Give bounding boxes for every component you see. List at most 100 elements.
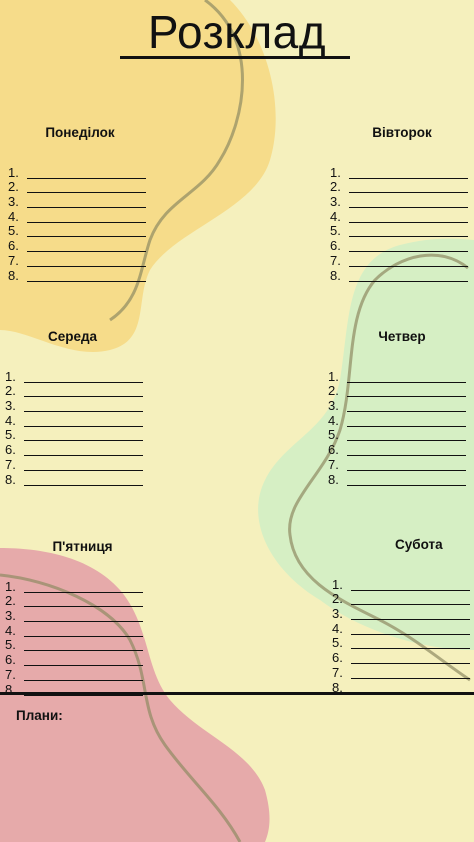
slot-row[interactable]: 3. — [5, 607, 143, 623]
slot-row[interactable]: 4. — [330, 208, 468, 223]
green-blob — [258, 238, 474, 650]
slot-row[interactable]: 2. — [5, 383, 143, 398]
slot-row[interactable]: 2. — [332, 591, 470, 606]
slot-number: 2. — [5, 593, 16, 609]
slot-line — [24, 372, 143, 383]
day-name: Субота — [395, 537, 443, 552]
slot-row[interactable]: 6. — [5, 651, 143, 667]
slot-row[interactable]: 4. — [5, 412, 143, 427]
slot-number: 7. — [328, 456, 339, 472]
slot-row[interactable]: 6. — [5, 441, 143, 457]
slot-line — [351, 624, 470, 635]
slot-line — [349, 256, 468, 267]
slot-line — [349, 212, 468, 223]
slot-line — [349, 182, 468, 194]
slot-line — [349, 197, 468, 209]
slot-row[interactable]: 5. — [5, 427, 143, 442]
slot-row[interactable]: 4. — [328, 412, 466, 427]
slot-line — [351, 653, 470, 665]
slot-number: 7. — [5, 456, 16, 472]
slot-number: 1. — [5, 578, 16, 594]
slot-line — [27, 212, 146, 223]
slot-row[interactable]: 3. — [330, 193, 468, 209]
slot-number: 8. — [8, 267, 19, 283]
slot-row[interactable]: 8. — [8, 267, 146, 282]
slot-row[interactable]: 8. — [328, 471, 466, 486]
slot-row[interactable]: 3. — [5, 397, 143, 414]
slot-list: 1. 2. 3. 4. 5. 6. 7. 8. — [0, 368, 143, 486]
slot-row[interactable]: 8. — [5, 681, 143, 696]
slot-line — [24, 655, 143, 667]
page-title: Розклад — [147, 6, 327, 58]
slot-number: 5. — [328, 427, 339, 443]
slot-row[interactable]: 6. — [330, 237, 468, 254]
day-saturday: Субота 1. 2. 3. 4. 5. 6. 7. 8. — [322, 536, 474, 694]
slot-number: 6. — [328, 442, 339, 458]
slot-number: 8. — [328, 471, 339, 487]
slot-number: 2. — [8, 179, 19, 195]
slot-number: 3. — [5, 398, 16, 414]
slot-number: 8. — [5, 471, 16, 487]
slot-line — [24, 401, 143, 413]
slot-line — [24, 611, 143, 623]
slot-number: 5. — [332, 635, 343, 651]
slot-row[interactable]: 5. — [332, 635, 470, 650]
slot-row[interactable]: 4. — [332, 620, 470, 635]
slot-row[interactable]: 4. — [8, 208, 146, 223]
slot-row[interactable]: 7. — [332, 664, 470, 679]
slot-row[interactable]: 8. — [330, 267, 468, 282]
slot-row[interactable]: 7. — [328, 456, 466, 471]
slot-row[interactable]: 2. — [328, 383, 466, 398]
slot-number: 6. — [8, 238, 19, 254]
slot-number: 2. — [330, 179, 341, 195]
slot-number: 4. — [328, 412, 339, 428]
slot-row[interactable]: 1. — [328, 368, 466, 383]
slot-number: 4. — [8, 208, 19, 224]
day-tuesday: Вівторок 1. 2. 3. 4. 5. 6. 7. 8. — [322, 124, 474, 282]
slot-row[interactable]: 7. — [8, 252, 146, 267]
slot-row[interactable]: 7. — [330, 252, 468, 267]
slot-row[interactable]: 8. — [5, 471, 143, 486]
slot-line — [349, 241, 468, 253]
slot-row[interactable]: 6. — [328, 441, 466, 458]
slot-number: 3. — [328, 398, 339, 414]
slot-row[interactable]: 3. — [332, 605, 470, 621]
slot-line — [347, 416, 466, 427]
slot-row[interactable]: 1. — [332, 576, 470, 591]
slot-row[interactable]: 6. — [8, 237, 146, 254]
slot-row[interactable]: 7. — [5, 666, 143, 681]
slot-row[interactable]: 5. — [330, 223, 468, 238]
slot-list: 1. 2. 3. 4. 5. 6. 7. 8. — [0, 164, 146, 282]
slot-line — [349, 168, 468, 179]
slot-line — [24, 445, 143, 457]
slot-row[interactable]: 1. — [5, 578, 143, 593]
slot-line — [351, 638, 470, 650]
slot-row[interactable]: 7. — [5, 456, 143, 471]
slot-row[interactable]: 1. — [8, 164, 146, 179]
slot-row[interactable]: 4. — [5, 622, 143, 637]
slot-row[interactable]: 5. — [8, 223, 146, 238]
slot-number: 6. — [330, 238, 341, 254]
slot-row[interactable]: 3. — [328, 397, 466, 414]
slot-list: 1. 2. 3. 4. 5. 6. 7. 8. — [322, 576, 470, 694]
slot-row[interactable]: 1. — [330, 164, 468, 179]
yellow-blob — [0, 0, 276, 353]
slot-row[interactable]: 5. — [328, 427, 466, 442]
slot-row[interactable]: 3. — [8, 193, 146, 209]
slot-line — [347, 475, 466, 486]
slot-line — [349, 271, 468, 282]
title-underline — [120, 56, 350, 59]
slot-row[interactable]: 5. — [5, 637, 143, 652]
slot-line — [351, 594, 470, 606]
slot-row[interactable]: 6. — [332, 649, 470, 665]
slot-line — [24, 582, 143, 593]
slot-row[interactable]: 2. — [8, 179, 146, 194]
slot-line — [24, 460, 143, 471]
slot-line — [347, 401, 466, 413]
day-name: Середа — [47, 329, 98, 344]
slot-line — [347, 445, 466, 457]
slot-row[interactable]: 2. — [5, 593, 143, 608]
slot-row[interactable]: 2. — [330, 179, 468, 194]
day-name: Понеділок — [45, 125, 115, 140]
slot-row[interactable]: 1. — [5, 368, 143, 383]
